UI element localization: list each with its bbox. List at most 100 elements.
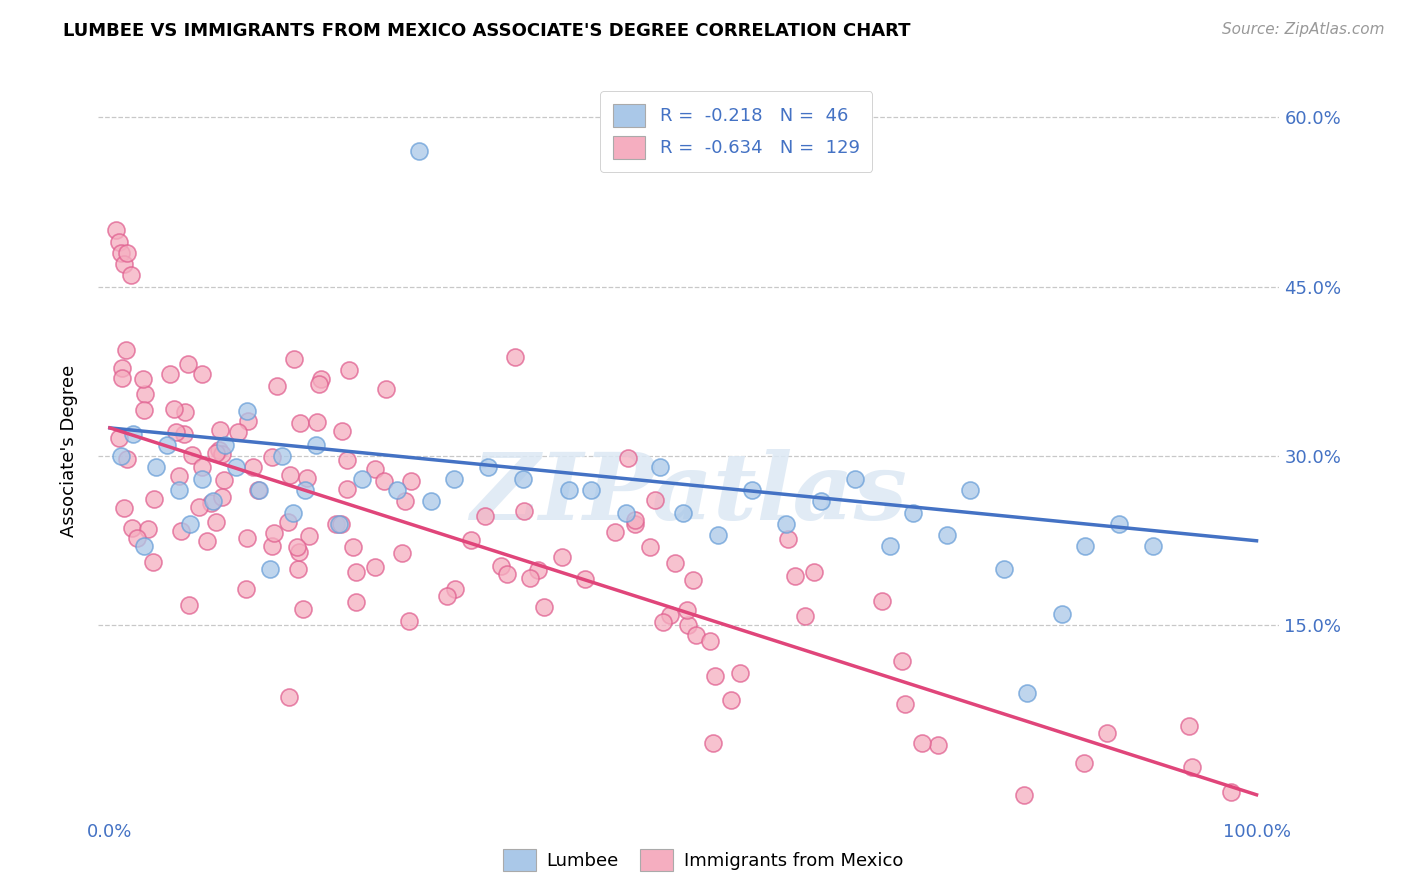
Point: [1142, 540, 1164, 554]
Point: [111, 360, 134, 375]
Point: [1220, 784, 1243, 798]
Point: [115, 246, 138, 260]
Point: [574, 572, 596, 586]
Point: [1181, 760, 1204, 774]
Point: [533, 600, 555, 615]
Point: [519, 571, 541, 585]
Point: [307, 415, 329, 429]
Point: [112, 501, 135, 516]
Point: [893, 697, 915, 711]
Point: [200, 496, 222, 510]
Point: [1017, 686, 1039, 700]
Point: [911, 736, 934, 750]
Legend: R =  -0.218   N =  46, R =  -0.634   N =  129: R = -0.218 N = 46, R = -0.634 N = 129: [600, 91, 872, 172]
Point: [1073, 540, 1095, 554]
Point: [638, 540, 661, 554]
Point: [778, 533, 800, 547]
Point: [603, 524, 626, 539]
Point: [205, 515, 228, 529]
Point: [156, 438, 179, 452]
Point: [330, 517, 353, 532]
Point: [165, 425, 187, 439]
Point: [682, 574, 704, 588]
Point: [287, 562, 309, 576]
Point: [336, 452, 359, 467]
Point: [120, 268, 142, 283]
Point: [167, 469, 190, 483]
Point: [112, 257, 135, 271]
Point: [212, 473, 235, 487]
Point: [297, 471, 319, 485]
Point: [308, 376, 330, 391]
Point: [247, 483, 270, 497]
Point: [305, 438, 328, 452]
Point: [491, 558, 513, 573]
Point: [195, 534, 218, 549]
Point: [205, 446, 228, 460]
Point: [551, 550, 574, 565]
Point: [702, 736, 724, 750]
Point: [512, 472, 534, 486]
Point: [659, 608, 682, 623]
Point: [1108, 516, 1130, 531]
Point: [704, 669, 727, 683]
Point: [337, 363, 360, 377]
Point: [706, 528, 728, 542]
Point: [277, 690, 299, 705]
Point: [211, 447, 233, 461]
Point: [741, 483, 763, 497]
Point: [191, 459, 214, 474]
Point: [460, 533, 482, 547]
Point: [373, 474, 395, 488]
Point: [177, 599, 200, 613]
Point: [927, 738, 949, 752]
Point: [108, 235, 131, 249]
Point: [399, 474, 422, 488]
Point: [325, 517, 347, 532]
Point: [650, 460, 672, 475]
Point: [363, 462, 385, 476]
Text: ZIPatlas: ZIPatlas: [471, 449, 907, 539]
Point: [214, 438, 236, 452]
Point: [167, 483, 190, 497]
Point: [242, 460, 264, 475]
Point: [111, 371, 134, 385]
Point: [803, 565, 825, 579]
Text: LUMBEE VS IMMIGRANTS FROM MEXICO ASSOCIATE'S DEGREE CORRELATION CHART: LUMBEE VS IMMIGRANTS FROM MEXICO ASSOCIA…: [63, 22, 911, 40]
Point: [364, 559, 387, 574]
Point: [163, 402, 186, 417]
Point: [879, 540, 901, 554]
Point: [226, 425, 249, 440]
Point: [108, 431, 131, 445]
Point: [236, 531, 259, 545]
Point: [624, 516, 647, 531]
Point: [190, 367, 212, 381]
Y-axis label: Associate's Degree: Associate's Degree: [59, 364, 77, 537]
Point: [672, 506, 695, 520]
Point: [342, 540, 364, 554]
Point: [728, 665, 751, 680]
Point: [557, 483, 579, 497]
Point: [121, 426, 143, 441]
Point: [309, 371, 332, 385]
Point: [901, 506, 924, 520]
Point: [132, 403, 155, 417]
Point: [134, 387, 156, 401]
Point: [675, 603, 697, 617]
Point: [259, 562, 281, 576]
Point: [496, 566, 519, 581]
Point: [115, 343, 138, 358]
Point: [775, 516, 797, 531]
Point: [527, 563, 550, 577]
Point: [1178, 718, 1201, 732]
Point: [785, 569, 807, 583]
Point: [247, 483, 270, 497]
Point: [283, 352, 305, 367]
Legend: Lumbee, Immigrants from Mexico: Lumbee, Immigrants from Mexico: [496, 842, 910, 879]
Point: [288, 545, 311, 559]
Point: [288, 417, 311, 431]
Point: [262, 450, 284, 464]
Point: [935, 528, 957, 542]
Text: Source: ZipAtlas.com: Source: ZipAtlas.com: [1222, 22, 1385, 37]
Point: [121, 521, 143, 535]
